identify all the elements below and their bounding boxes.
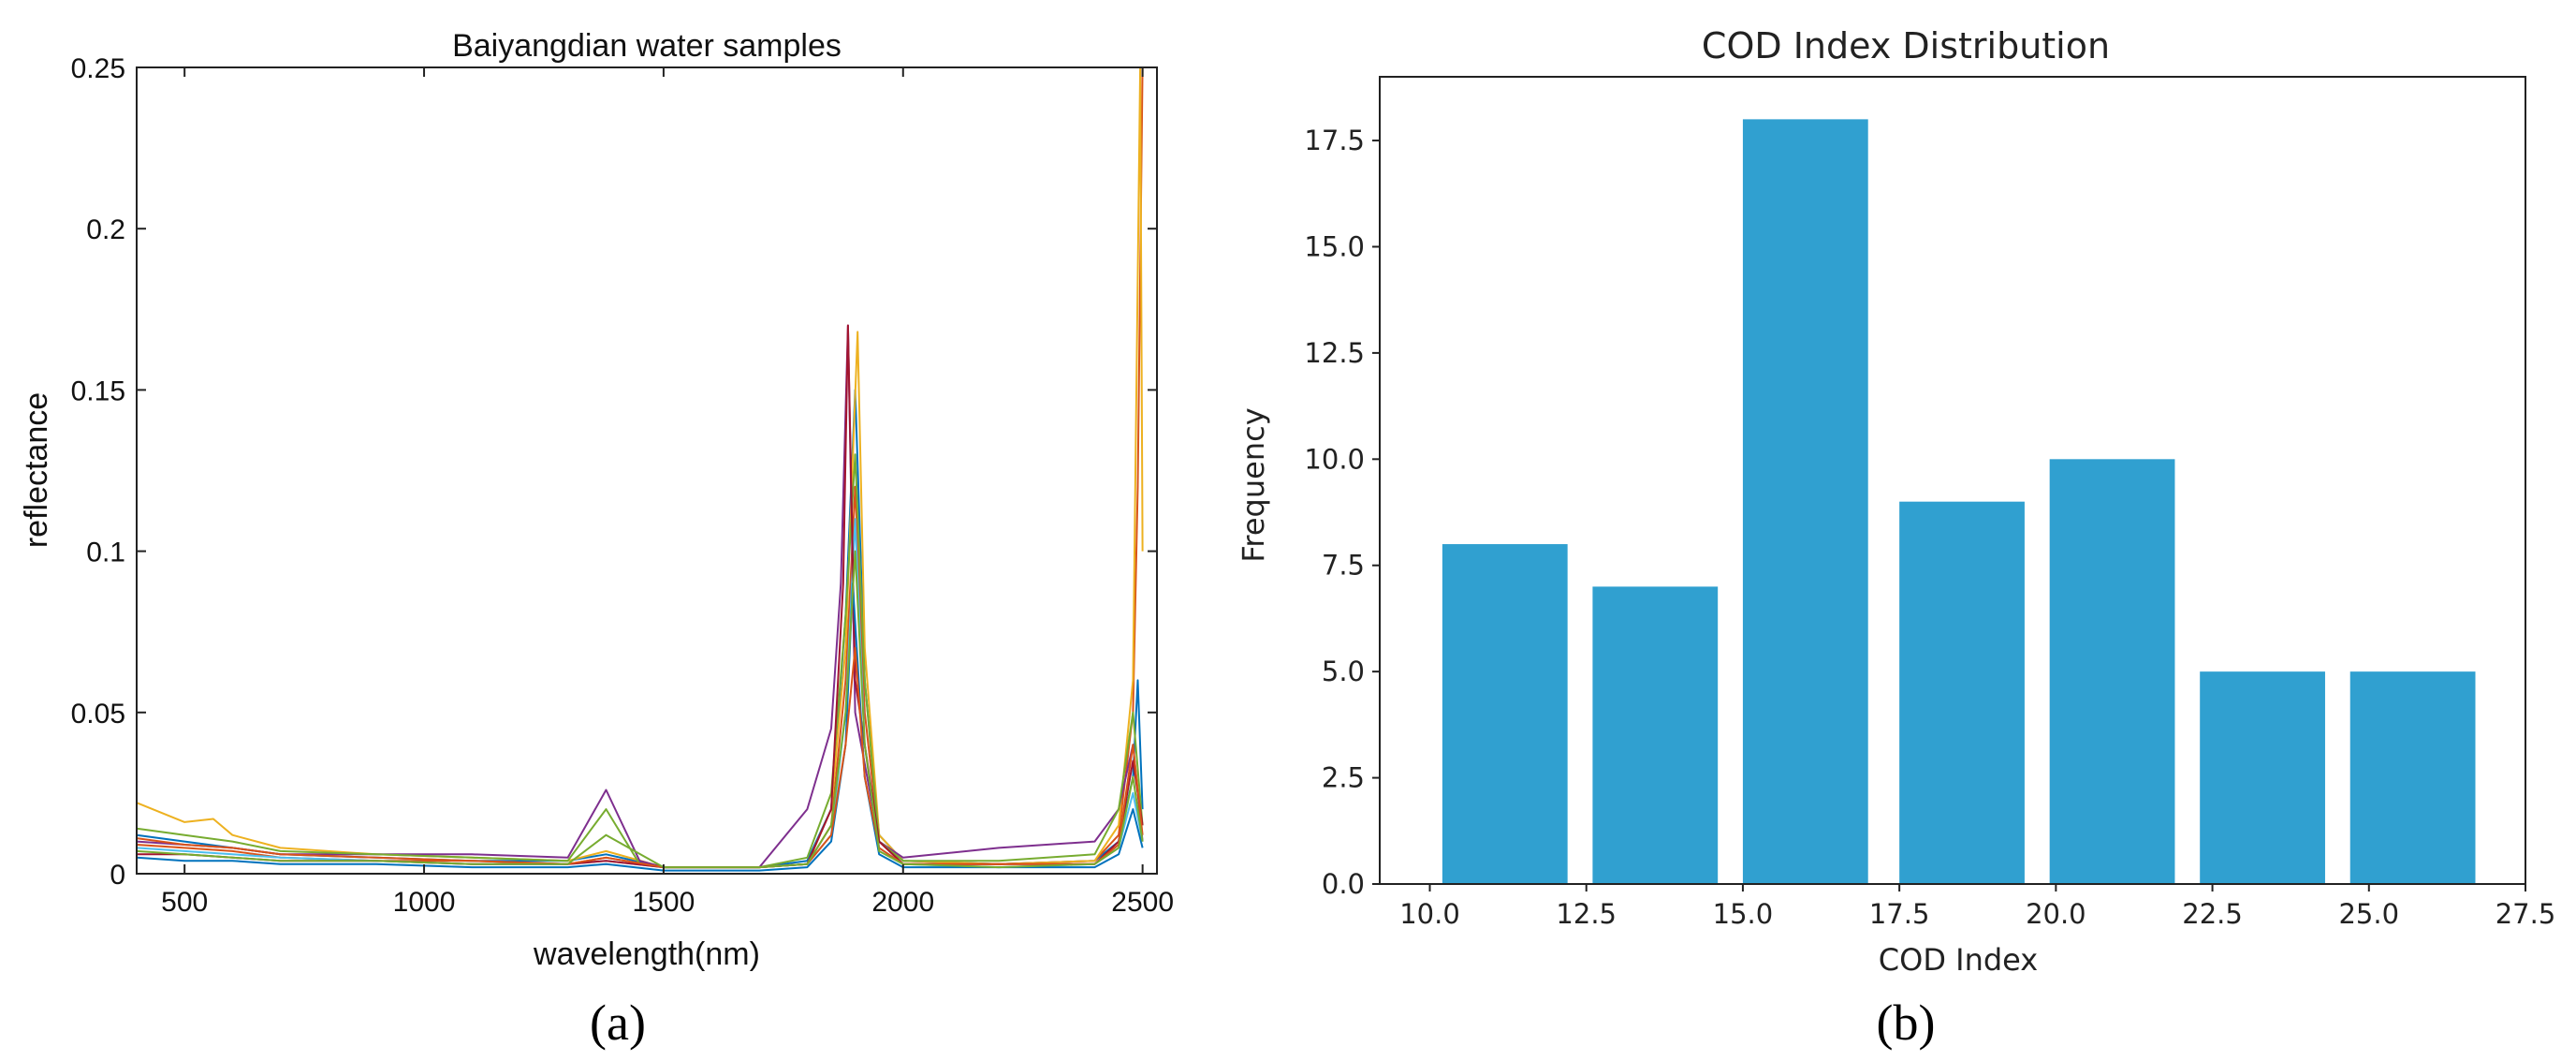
panel-b-x-label: COD Index [1879, 942, 2038, 978]
panel-a-series-line-6 [136, 518, 1144, 869]
panel-a-y-tick-label: 0.2 [86, 214, 125, 245]
panel-a-caption: (a) [590, 995, 646, 1051]
panel-a-series-line-7 [137, 324, 1144, 869]
panel-a-y-tick-label: 0.15 [71, 376, 125, 406]
panel-b-title: COD Index Distribution [1702, 25, 2110, 66]
panel-a-x-tick-label: 2500 [1111, 887, 1174, 918]
panel-a-x-label: wavelength(nm) [533, 936, 760, 972]
panel-b-bar-5 [2049, 459, 2175, 884]
panel-b-x-tick-label: 22.5 [2182, 898, 2243, 930]
panel-a-series-line-10 [136, 550, 1144, 869]
panel-a-y-axis: 0 0.05 0.1 0.15 0.2 0.25 [71, 53, 1157, 891]
panel-a-x-tick-label: 1000 [393, 887, 456, 918]
panel-b-x-tick-label: 15.0 [1713, 898, 1774, 930]
panel-b-y-tick-label: 10.0 [1304, 443, 1365, 475]
panel-b-caption: (b) [1877, 995, 1936, 1051]
panel-b-bar-3 [1742, 119, 1868, 885]
panel-b-x-tick-label: 27.5 [2496, 898, 2556, 930]
panel-a-y-label: reflectance [19, 392, 54, 548]
panel-a-line-chart: Baiyangdian water samples 500 1000 1500 200… [19, 28, 1174, 1051]
panel-a-x-tick-label: 2000 [871, 887, 934, 918]
panel-a-title: Baiyangdian water samples [452, 28, 842, 64]
panel-b-y-tick-label: 2.5 [1322, 762, 1365, 794]
panel-a-x-tick-label: 1500 [633, 887, 695, 918]
panel-b-bar-7 [2349, 671, 2476, 884]
panel-b-y-axis: 0.0 2.5 5.0 7.5 10.0 12.5 15.0 17.5 [1304, 125, 1380, 900]
panel-a-y-tick-label: 0 [110, 860, 125, 891]
panel-b-x-tick-label: 20.0 [2026, 898, 2086, 930]
panel-a-y-tick-label: 0.1 [86, 538, 125, 568]
panel-b-bar-chart: COD Index Distribution 10.0 12.5 15.0 17.5 2… [1236, 25, 2555, 1051]
panel-b-bar-2 [1592, 586, 1719, 884]
panel-a-y-tick-label: 0.05 [71, 699, 125, 729]
panel-a-series-line-5 [136, 453, 1144, 869]
panel-a-plot-frame [136, 66, 1158, 875]
panel-b-y-label: Frequency [1236, 407, 1271, 562]
panel-b-x-axis: 10.0 12.5 15.0 17.5 20.0 22.5 25.0 27.5 [1399, 884, 2555, 930]
panel-a-x-axis: 500 1000 1500 2000 2500 [161, 67, 1174, 918]
panel-a-series-line-2 [136, 66, 1144, 869]
panel-b-y-tick-label: 12.5 [1304, 337, 1365, 369]
panel-b-y-tick-label: 7.5 [1322, 550, 1365, 582]
panel-a-x-tick-label: 500 [161, 887, 208, 918]
panel-a-series-line-4 [136, 324, 1144, 869]
panel-b-x-tick-label: 17.5 [1869, 898, 1930, 930]
panel-b-y-tick-label: 17.5 [1304, 125, 1365, 156]
panel-a-y-tick-label: 0.25 [71, 53, 125, 84]
panel-a-series-line-8 [136, 582, 1144, 872]
panel-b-y-tick-label: 15.0 [1304, 230, 1365, 262]
panel-b-bar-6 [2200, 671, 2325, 884]
panel-b-y-tick-label: 0.0 [1322, 868, 1365, 900]
panel-b-x-tick-label: 12.5 [1556, 898, 1617, 930]
panel-b-x-tick-label: 25.0 [2338, 898, 2399, 930]
panel-b-plot-frame [1379, 76, 2526, 885]
panel-b-y-tick-label: 5.0 [1322, 656, 1365, 687]
panel-b-bars-group [1442, 119, 2476, 885]
panel-a-series-line-1 [136, 389, 1144, 869]
panel-b-bar-4 [1899, 501, 2025, 884]
panel-a-series-line-9 [136, 646, 1144, 869]
panel-a-series-group [136, 66, 1144, 872]
panel-b-bar-1 [1442, 544, 1568, 884]
panel-b-x-tick-label: 10.0 [1399, 898, 1460, 930]
panel-a-series-line-3 [136, 66, 1144, 869]
